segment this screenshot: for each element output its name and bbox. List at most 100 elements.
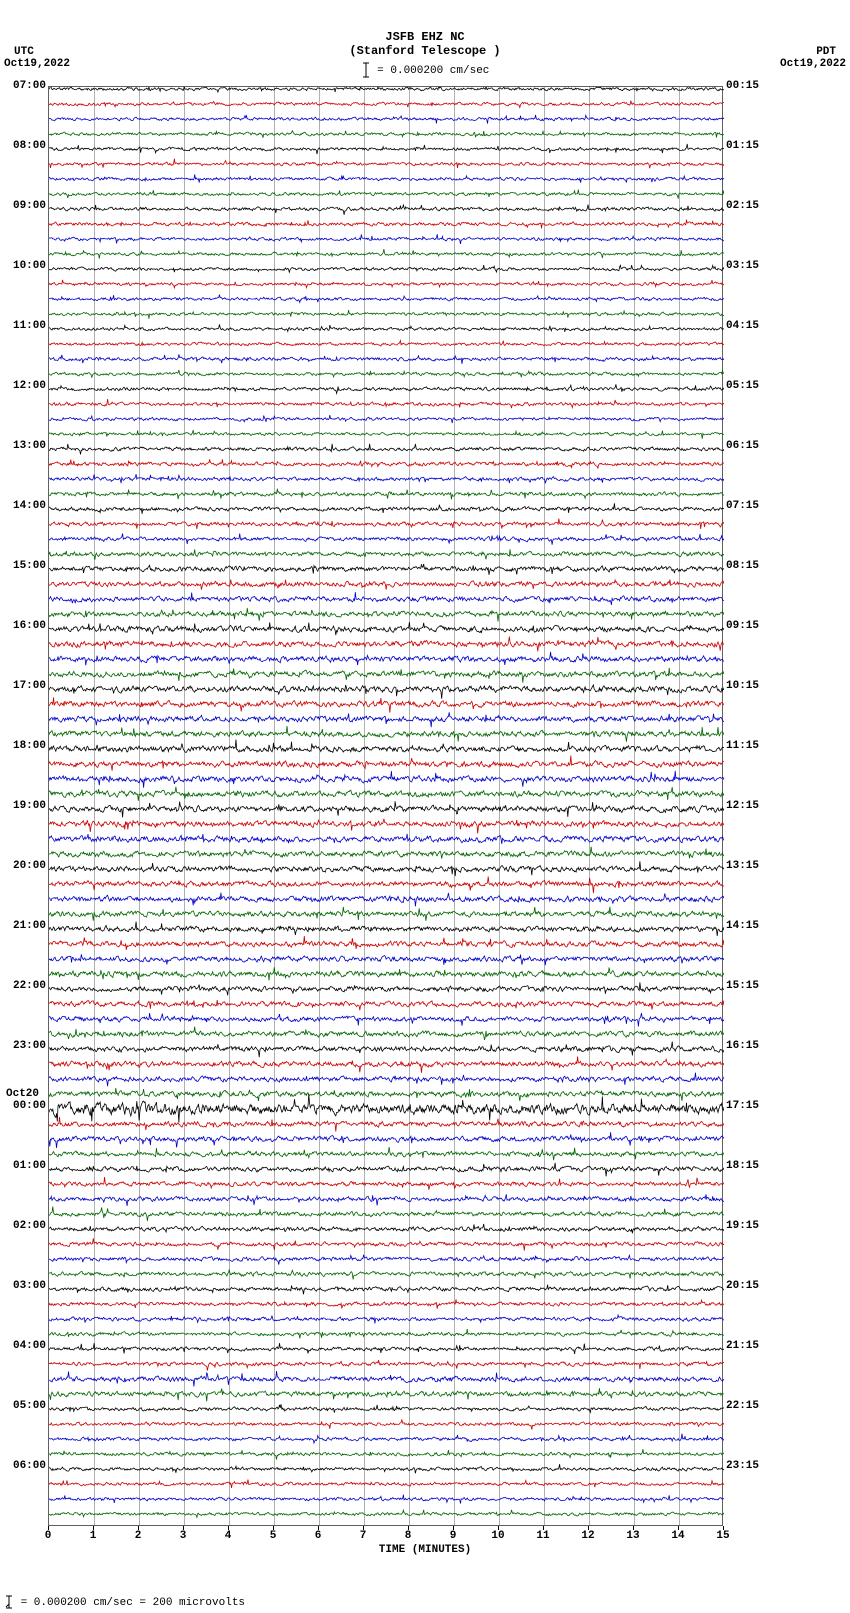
seismic-trace xyxy=(49,1329,724,1338)
seismic-trace xyxy=(49,324,724,331)
pdt-hour-label: 02:15 xyxy=(726,200,766,212)
seismic-trace xyxy=(49,415,724,423)
seismic-trace xyxy=(49,503,724,514)
seismic-trace xyxy=(49,459,724,468)
station-title: JSFB EHZ NC xyxy=(0,30,850,44)
utc-hour-label: 12:00 xyxy=(6,380,46,392)
seismogram-container: JSFB EHZ NC (Stanford Telescope ) = 0.00… xyxy=(0,0,850,1613)
utc-hour-label: 01:00 xyxy=(6,1160,46,1172)
utc-hour-label: 21:00 xyxy=(6,920,46,932)
x-tick xyxy=(273,1526,274,1530)
utc-hour-label: 16:00 xyxy=(6,620,46,632)
seismic-trace xyxy=(49,861,724,876)
seismic-trace xyxy=(49,1224,724,1233)
utc-hour-label: 18:00 xyxy=(6,740,46,752)
utc-hour-label: 19:00 xyxy=(6,800,46,812)
utc-hour-label: 06:00 xyxy=(6,1460,46,1472)
seismic-trace xyxy=(49,430,724,439)
seismic-trace xyxy=(49,1449,724,1459)
x-tick-label: 2 xyxy=(128,1530,148,1542)
scale-bar-icon xyxy=(4,1595,14,1609)
seismic-trace xyxy=(49,1013,724,1027)
seismic-trace xyxy=(49,265,724,272)
trace-canvas xyxy=(49,87,724,1527)
timezone-right: PDT xyxy=(816,46,836,58)
seismic-trace xyxy=(49,115,724,124)
seismic-trace xyxy=(49,685,724,699)
seismic-trace xyxy=(49,295,724,303)
footer-text: = 0.000200 cm/sec = 200 microvolts xyxy=(14,1597,245,1609)
seismic-trace xyxy=(49,131,724,138)
seismic-trace xyxy=(49,1360,724,1370)
x-tick-label: 15 xyxy=(713,1530,733,1542)
seismic-trace xyxy=(49,697,724,712)
seismic-trace xyxy=(49,877,724,894)
pdt-hour-label: 19:15 xyxy=(726,1220,766,1232)
seismic-trace xyxy=(49,1177,724,1190)
seismic-trace xyxy=(49,1300,724,1309)
x-tick-label: 0 xyxy=(38,1530,58,1542)
seismic-trace xyxy=(49,1147,724,1160)
x-tick xyxy=(678,1526,679,1530)
x-tick-label: 3 xyxy=(173,1530,193,1542)
seismic-trace xyxy=(49,444,724,455)
seismic-trace xyxy=(49,384,724,393)
x-tick-label: 13 xyxy=(623,1530,643,1542)
utc-hour-label: 04:00 xyxy=(6,1340,46,1352)
utc-hour-label: 03:00 xyxy=(6,1280,46,1292)
seismic-trace xyxy=(49,922,724,936)
seismic-trace xyxy=(49,519,724,529)
x-tick-label: 4 xyxy=(218,1530,238,1542)
seismic-trace xyxy=(49,399,724,408)
pdt-hour-label: 08:15 xyxy=(726,560,766,572)
seismic-trace xyxy=(49,534,724,545)
x-tick xyxy=(138,1526,139,1530)
seismic-trace xyxy=(49,1510,724,1518)
x-tick-label: 9 xyxy=(443,1530,463,1542)
seismic-trace xyxy=(49,637,724,652)
x-tick xyxy=(453,1526,454,1530)
seismic-trace xyxy=(49,1343,724,1354)
x-tick xyxy=(588,1526,589,1530)
seismic-trace xyxy=(49,87,724,92)
seismic-trace xyxy=(49,1132,724,1148)
utc-hour-label: 08:00 xyxy=(6,140,46,152)
pdt-hour-label: 15:15 xyxy=(726,980,766,992)
x-tick xyxy=(498,1526,499,1530)
pdt-hour-label: 21:15 xyxy=(726,1340,766,1352)
pdt-hour-label: 07:15 xyxy=(726,500,766,512)
seismic-trace xyxy=(49,1094,724,1122)
seismic-trace xyxy=(49,489,724,500)
utc-hour-label: 15:00 xyxy=(6,560,46,572)
utc-hour-label: 14:00 xyxy=(6,500,46,512)
utc-hour-label: 00:00 xyxy=(6,1100,46,1112)
seismic-trace xyxy=(49,1388,724,1401)
pdt-hour-label: 00:15 xyxy=(726,80,766,92)
seismic-trace xyxy=(49,1495,724,1504)
date-left: Oct19,2022 xyxy=(4,58,70,70)
x-tick xyxy=(633,1526,634,1530)
x-tick-label: 14 xyxy=(668,1530,688,1542)
pdt-hour-label: 05:15 xyxy=(726,380,766,392)
seismic-trace xyxy=(49,1057,724,1073)
seismic-trace xyxy=(49,1255,724,1265)
pdt-hour-label: 11:15 xyxy=(726,740,766,752)
seismic-trace xyxy=(49,936,724,950)
seismic-trace xyxy=(49,1464,724,1473)
x-tick xyxy=(183,1526,184,1530)
utc-hour-label: 11:00 xyxy=(6,320,46,332)
seismic-trace xyxy=(49,580,724,590)
seismic-trace xyxy=(49,1027,724,1040)
pdt-hour-label: 13:15 xyxy=(726,860,766,872)
seismic-trace xyxy=(49,652,724,665)
station-subtitle: (Stanford Telescope ) xyxy=(0,44,850,58)
seismic-trace xyxy=(49,756,724,771)
pdt-hour-label: 03:15 xyxy=(726,260,766,272)
seismic-trace xyxy=(49,847,724,859)
seismic-trace xyxy=(49,564,724,575)
x-tick xyxy=(363,1526,364,1530)
utc-hour-label: 09:00 xyxy=(6,200,46,212)
pdt-hour-label: 14:15 xyxy=(726,920,766,932)
date-right: Oct19,2022 xyxy=(780,58,846,70)
pdt-hour-label: 23:15 xyxy=(726,1460,766,1472)
